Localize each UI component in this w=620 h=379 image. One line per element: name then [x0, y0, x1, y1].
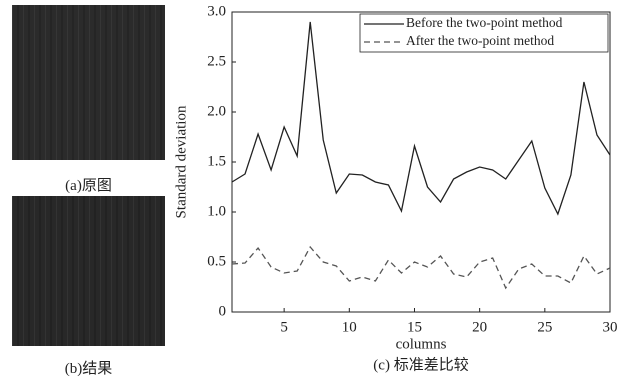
y-tick-label: 0.5 [207, 253, 226, 269]
x-tick-label: 30 [603, 319, 618, 335]
x-axis-label: columns [396, 336, 447, 352]
y-tick-label: 2.5 [207, 53, 226, 69]
y-tick-label: 1.5 [207, 153, 226, 169]
y-tick-label: 2.0 [207, 103, 226, 119]
plot-frame [232, 12, 610, 312]
y-tick-label: 0 [219, 303, 227, 319]
x-tick-label: 20 [472, 319, 487, 335]
chart-caption: (c) 标准差比较 [373, 355, 468, 373]
x-tick-label: 15 [407, 319, 422, 335]
x-tick-label: 10 [342, 319, 357, 335]
y-axis-label: Standard deviation [173, 105, 189, 218]
y-tick-label: 1.0 [207, 203, 226, 219]
x-tick-label: 5 [280, 319, 288, 335]
x-tick-label: 25 [537, 319, 552, 335]
series-line [232, 247, 610, 288]
legend-label: Before the two-point method [406, 15, 563, 30]
y-tick-label: 3.0 [207, 3, 226, 19]
legend-label: After the two-point method [406, 33, 554, 48]
page: (a)原图 (b)结果 columns (c) 标准差比较 Standard d… [0, 0, 620, 379]
chart: columns (c) 标准差比较 Standard deviation 0 0.… [0, 0, 620, 379]
